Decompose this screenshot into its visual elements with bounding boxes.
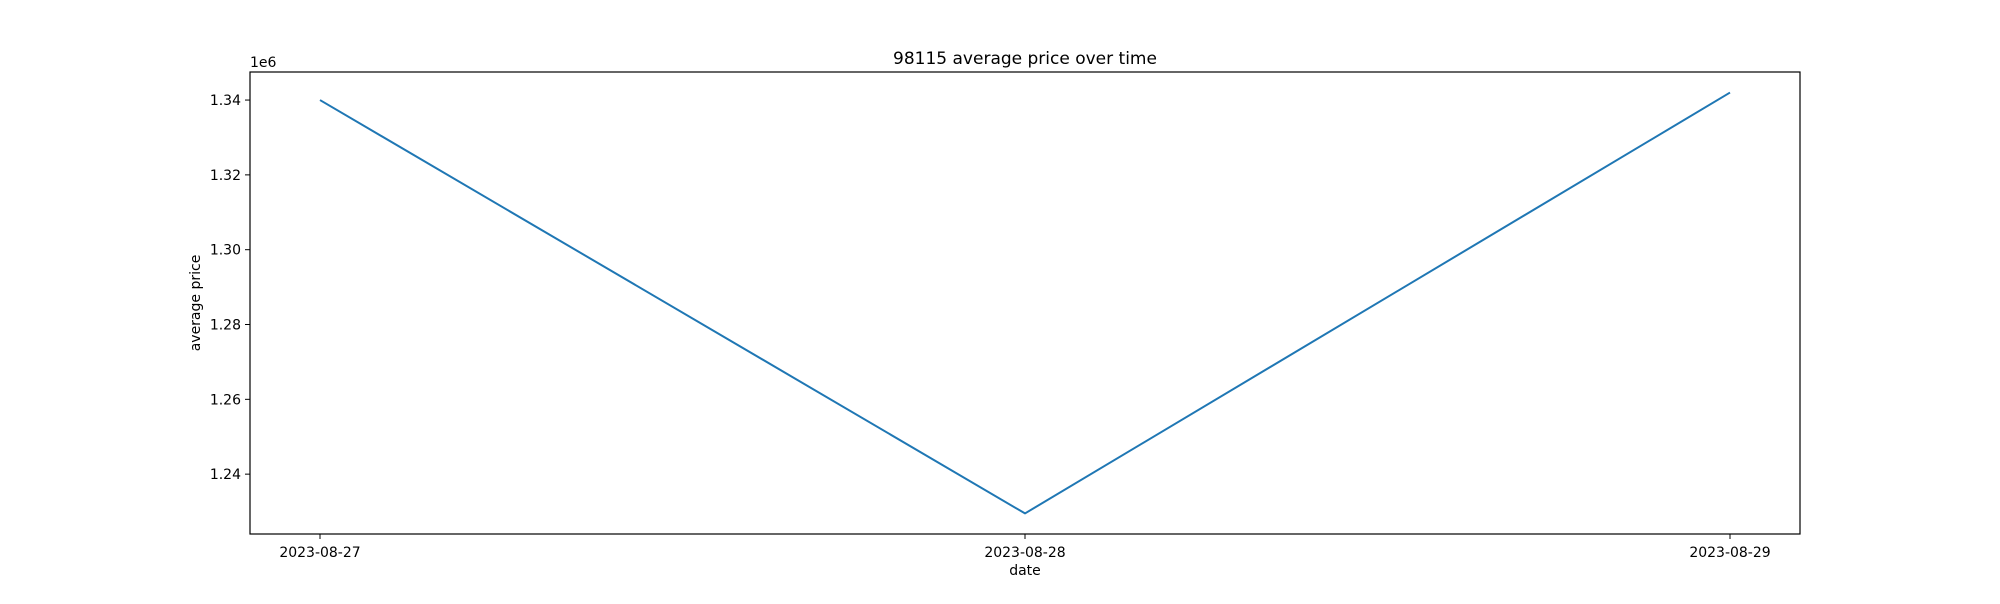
- series-line: [319, 91, 1731, 515]
- x-tick-label: 2023-08-27: [279, 545, 360, 561]
- y-tick-label: 1.30: [210, 243, 241, 259]
- y-axis-ticks: 1.24 1.26 1.28 1.30 1.32 1.34: [210, 93, 250, 483]
- y-axis-label: average price: [188, 255, 204, 352]
- x-axis-label: date: [1009, 563, 1041, 579]
- x-axis-ticks: 2023-08-27 2023-08-28 2023-08-29: [279, 534, 1771, 561]
- y-tick-label: 1.24: [210, 467, 241, 483]
- plot-frame: [249, 71, 1801, 535]
- series-layer: [319, 91, 1731, 515]
- y-tick-label: 1.32: [210, 168, 241, 184]
- y-tick-label: 1.34: [210, 93, 241, 109]
- y-axis-offset-label: 1e6: [250, 55, 277, 71]
- y-tick-label: 1.28: [210, 318, 241, 334]
- chart-title: 98115 average price over time: [893, 49, 1157, 69]
- y-tick-label: 1.26: [210, 392, 241, 408]
- x-tick-label: 2023-08-28: [984, 545, 1065, 561]
- x-tick-label: 2023-08-29: [1689, 545, 1770, 561]
